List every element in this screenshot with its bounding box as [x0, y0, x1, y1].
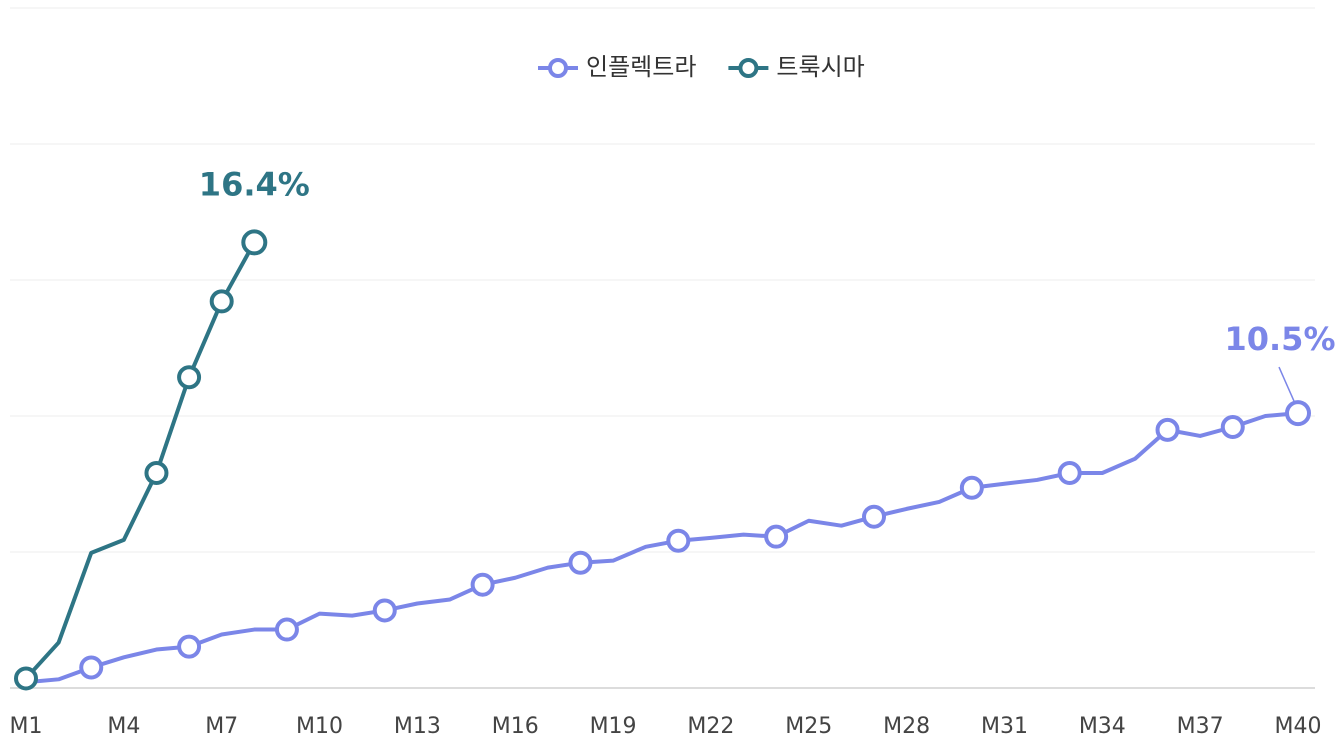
point-marker: [470, 572, 495, 597]
x-tick-label: M13: [394, 714, 441, 739]
legend-marker: [738, 58, 759, 78]
point-marker: [1057, 461, 1082, 486]
x-tick-label: M31: [981, 714, 1028, 739]
point-marker: [666, 528, 691, 553]
point-marker: [1285, 400, 1311, 427]
point-marker: [862, 504, 886, 529]
x-tick-label: M40: [1275, 714, 1322, 739]
data-label: 10.5%: [1224, 320, 1335, 358]
x-tick-label: M22: [687, 714, 734, 739]
point-marker: [568, 550, 593, 575]
x-tick-label: M25: [785, 714, 832, 739]
x-tick-label: M1: [10, 714, 43, 739]
point-marker: [241, 229, 268, 256]
point-marker: [209, 289, 234, 314]
point-marker: [177, 634, 202, 659]
x-tick-label: M19: [590, 714, 637, 739]
point-marker: [144, 461, 169, 486]
x-tick-label: M37: [1177, 714, 1224, 739]
x-tick-label: M28: [883, 714, 930, 739]
x-tick-label: M16: [492, 714, 539, 739]
point-marker: [1220, 414, 1245, 439]
label-leader: [1278, 366, 1295, 402]
x-tick-label: M10: [296, 714, 343, 739]
point-marker: [372, 598, 397, 623]
x-tick-label: M34: [1079, 714, 1126, 739]
data-label: 16.4%: [199, 165, 310, 203]
point-marker: [764, 524, 789, 549]
legend-label: 인플렉트라: [586, 53, 696, 81]
point-marker: [959, 475, 984, 500]
point-marker: [177, 365, 202, 390]
point-marker: [274, 617, 299, 642]
legend-label: 트룩시마: [776, 53, 864, 81]
x-tick-label: M4: [107, 714, 140, 739]
point-marker: [1155, 417, 1180, 442]
legend-marker: [548, 58, 568, 78]
point-marker: [79, 655, 104, 680]
series-line: [24, 241, 257, 680]
x-tick-label: M7: [205, 714, 238, 739]
point-marker: [14, 666, 38, 691]
series-line: [25, 411, 1299, 685]
